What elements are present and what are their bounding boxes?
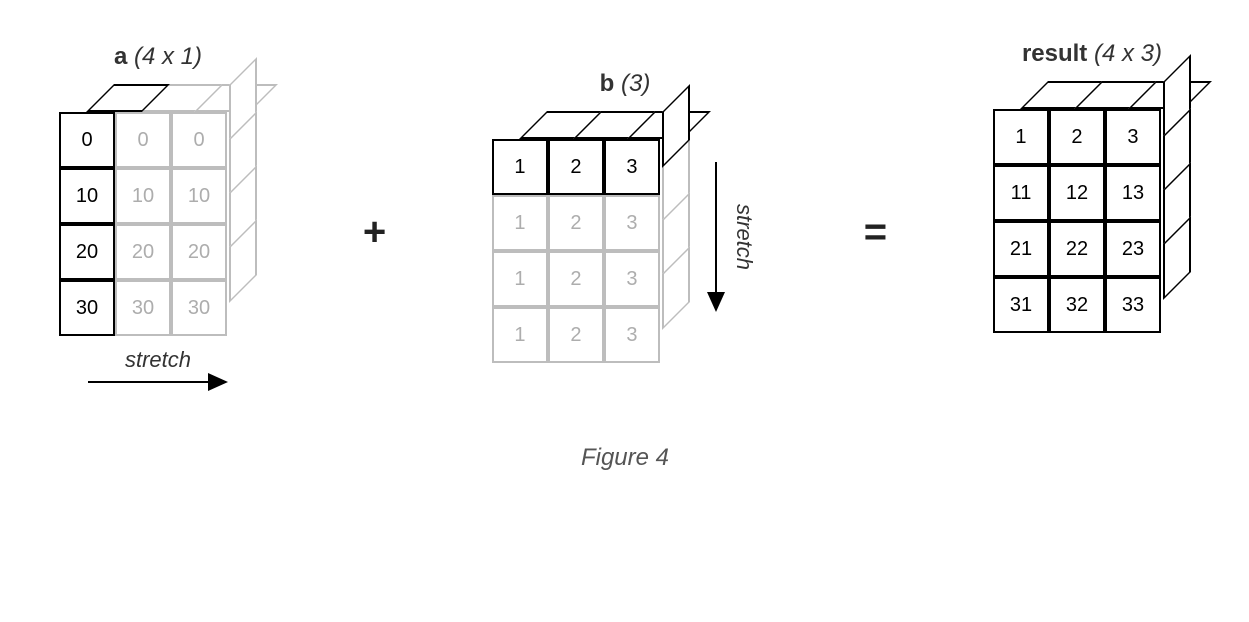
figure-caption: Figure 4 — [60, 444, 1190, 472]
arrow-right-icon — [88, 373, 228, 391]
matrix-result-right-face — [1164, 56, 1190, 298]
grid-cell: 1 — [993, 109, 1049, 165]
matrix-a-grid: 000101010202020303030 — [60, 113, 228, 337]
grid-cell: 3 — [604, 195, 660, 251]
figure: a (4 x 1) 000101010202020303030 stretch … — [60, 40, 1190, 472]
matrix-b-title: b (3) — [600, 70, 651, 98]
grid-cell: 3 — [1105, 109, 1161, 165]
grid-cell: 20 — [171, 224, 227, 280]
grid-cell: 20 — [59, 224, 115, 280]
matrix-b-dims: (3) — [621, 70, 650, 97]
matrix-row: a (4 x 1) 000101010202020303030 stretch … — [60, 40, 1190, 394]
matrix-a-stretch: stretch — [88, 347, 228, 391]
grid-cell: 12 — [1049, 165, 1105, 221]
matrix-a-cube: 000101010202020303030 — [60, 85, 256, 337]
matrix-a-block: a (4 x 1) 000101010202020303030 stretch — [60, 43, 256, 391]
grid-cell: 32 — [1049, 277, 1105, 333]
matrix-result-title: result (4 x 3) — [1022, 40, 1162, 68]
grid-cell: 11 — [993, 165, 1049, 221]
matrix-a-dims: (4 x 1) — [134, 43, 202, 70]
plus-operator: + — [355, 210, 394, 255]
grid-cell: 23 — [1105, 221, 1161, 277]
matrix-result-cube: 123111213212223313233 — [994, 82, 1190, 334]
matrix-b-grid: 123123123123 — [493, 140, 661, 364]
matrix-result-dims: (4 x 3) — [1094, 40, 1162, 67]
equals-operator: = — [856, 210, 895, 255]
grid-cell: 3 — [604, 139, 660, 195]
grid-cell: 33 — [1105, 277, 1161, 333]
grid-cell: 2 — [548, 195, 604, 251]
grid-cell: 30 — [59, 280, 115, 336]
grid-cell: 0 — [115, 112, 171, 168]
grid-cell: 3 — [604, 251, 660, 307]
grid-cell: 1 — [492, 251, 548, 307]
matrix-result-name: result — [1022, 40, 1087, 67]
matrix-b-cube: 123123123123 — [493, 112, 689, 364]
grid-cell: 30 — [171, 280, 227, 336]
matrix-a-name: a — [114, 43, 127, 70]
grid-cell: 2 — [548, 251, 604, 307]
grid-cell: 1 — [492, 139, 548, 195]
grid-cell: 3 — [604, 307, 660, 363]
grid-cell: 1 — [492, 307, 548, 363]
grid-cell: 2 — [548, 139, 604, 195]
matrix-b-stretch: stretch — [707, 162, 757, 312]
matrix-a-right-face — [230, 59, 256, 301]
matrix-b-block: b (3) 123123123123 stretch — [493, 70, 757, 364]
grid-cell: 22 — [1049, 221, 1105, 277]
grid-cell: 21 — [993, 221, 1049, 277]
matrix-result-grid: 123111213212223313233 — [994, 110, 1162, 334]
matrix-b-right-face — [663, 86, 689, 328]
matrix-a-title: a (4 x 1) — [114, 43, 202, 71]
grid-cell: 0 — [171, 112, 227, 168]
grid-cell: 10 — [115, 168, 171, 224]
grid-cell: 20 — [115, 224, 171, 280]
grid-cell: 0 — [59, 112, 115, 168]
grid-cell: 13 — [1105, 165, 1161, 221]
matrix-b-name: b — [600, 70, 615, 97]
stretch-label: stretch — [125, 347, 191, 373]
grid-cell: 31 — [993, 277, 1049, 333]
grid-cell: 1 — [492, 195, 548, 251]
arrow-down-icon — [707, 162, 725, 312]
grid-cell: 10 — [171, 168, 227, 224]
grid-cell: 10 — [59, 168, 115, 224]
matrix-result-block: result (4 x 3) 123111213212223313233 — [994, 40, 1190, 394]
grid-cell: 2 — [548, 307, 604, 363]
grid-cell: 2 — [1049, 109, 1105, 165]
grid-cell: 30 — [115, 280, 171, 336]
stretch-label: stretch — [731, 204, 757, 270]
